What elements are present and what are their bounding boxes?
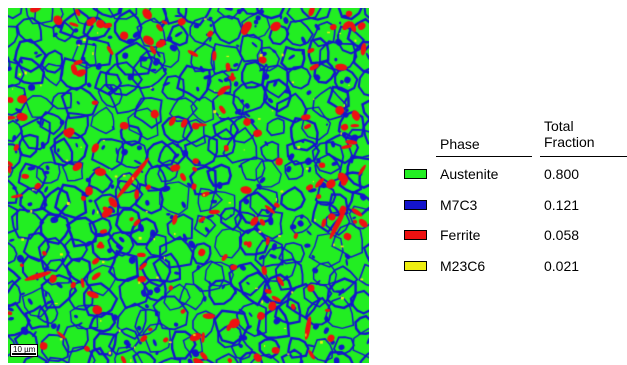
- header-total-fraction: Total Fraction: [544, 118, 595, 150]
- legend-row-m23c6: M23C6 0.021: [398, 257, 627, 275]
- scale-bar-label: 10 µm: [13, 345, 36, 354]
- header-total-line1: Total: [544, 118, 574, 134]
- swatch-m7c3: [404, 200, 427, 210]
- phase-name: M23C6: [440, 258, 486, 274]
- phase-fraction: 0.058: [544, 227, 580, 243]
- header-phase: Phase: [440, 136, 480, 152]
- phase-name: M7C3: [440, 197, 478, 213]
- header-total-line2: Fraction: [544, 134, 595, 150]
- phase-fraction: 0.121: [544, 197, 580, 213]
- header-rule-phase: [436, 156, 532, 157]
- swatch-m23c6: [404, 261, 427, 271]
- phase-fraction: 0.021: [544, 258, 580, 274]
- phase-name: Ferrite: [440, 227, 481, 243]
- swatch-austenite: [404, 169, 427, 179]
- header-rule-total: [540, 156, 627, 157]
- legend-row-m7c3: M7C3 0.121: [398, 196, 627, 214]
- phase-map-image: [8, 8, 369, 363]
- legend-row-ferrite: Ferrite 0.058: [398, 226, 627, 244]
- swatch-ferrite: [404, 230, 427, 240]
- phase-name: Austenite: [440, 166, 499, 182]
- phase-fraction: 0.800: [544, 166, 580, 182]
- legend-row-austenite: Austenite 0.800: [398, 165, 627, 183]
- scale-bar: 10 µm: [10, 344, 39, 357]
- phase-legend: Phase Total Fraction Austenite 0.800 M7C…: [398, 110, 627, 290]
